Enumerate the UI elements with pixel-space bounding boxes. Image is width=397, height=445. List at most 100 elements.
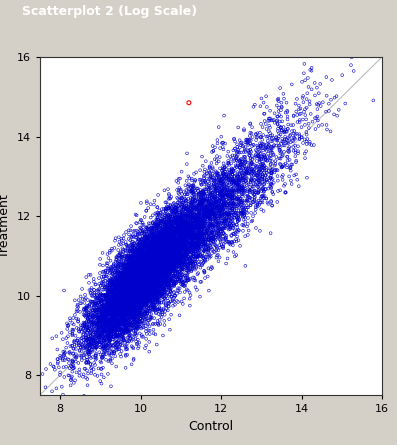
Point (169, 275, 175, 282)
Point (218, 204, 225, 211)
Point (153, 238, 159, 245)
Point (124, 301, 130, 308)
Point (198, 222, 204, 229)
Point (148, 275, 154, 283)
Point (157, 255, 164, 262)
Point (78, 299, 85, 307)
Point (173, 245, 179, 252)
Point (133, 319, 139, 326)
Point (243, 178, 249, 185)
Point (125, 272, 132, 279)
Point (180, 213, 187, 220)
Point (156, 240, 162, 247)
Point (262, 163, 268, 170)
Point (229, 152, 236, 159)
Point (149, 271, 155, 279)
Point (132, 303, 138, 310)
Point (135, 297, 141, 304)
Point (217, 207, 224, 214)
Point (203, 198, 210, 206)
Point (129, 292, 135, 299)
Point (158, 255, 165, 262)
Point (69, 373, 75, 380)
Point (87, 336, 93, 344)
Point (116, 291, 122, 298)
Point (118, 302, 125, 309)
Point (131, 286, 138, 293)
Point (178, 227, 184, 235)
Point (155, 263, 162, 271)
Point (137, 287, 144, 294)
Point (134, 281, 140, 288)
Point (131, 276, 137, 283)
Point (100, 312, 107, 319)
Point (182, 222, 188, 230)
Point (114, 311, 121, 318)
Point (228, 168, 235, 175)
Point (122, 298, 128, 305)
Point (153, 270, 159, 277)
Point (132, 282, 139, 289)
Point (268, 155, 274, 162)
Point (154, 241, 160, 248)
Point (101, 318, 108, 325)
Point (161, 267, 168, 274)
Point (112, 279, 118, 286)
Point (208, 214, 214, 222)
Point (121, 286, 128, 293)
Point (165, 258, 172, 265)
Point (65, 333, 71, 340)
Point (219, 193, 225, 200)
Point (164, 231, 171, 238)
Point (158, 254, 164, 261)
Point (127, 253, 133, 260)
Point (221, 175, 227, 182)
Point (160, 251, 167, 258)
Point (175, 235, 181, 242)
Point (183, 202, 189, 209)
Point (145, 297, 151, 304)
Point (137, 251, 143, 259)
Point (226, 210, 233, 218)
Point (146, 327, 153, 334)
Point (195, 185, 201, 192)
Point (214, 179, 220, 186)
Point (174, 231, 181, 239)
Point (117, 294, 123, 301)
Point (225, 194, 232, 202)
Point (176, 236, 182, 243)
Point (109, 320, 116, 328)
Point (177, 276, 183, 283)
Point (123, 293, 130, 300)
Point (188, 231, 195, 238)
Point (127, 304, 133, 311)
Point (131, 278, 137, 285)
Point (226, 173, 232, 180)
Point (133, 231, 139, 238)
Point (151, 261, 158, 268)
Point (187, 275, 193, 282)
Point (138, 217, 145, 224)
Point (126, 294, 133, 301)
Point (147, 249, 154, 256)
Point (128, 280, 134, 287)
Point (102, 314, 108, 321)
Point (92, 361, 98, 368)
Point (119, 254, 125, 261)
Point (120, 288, 126, 295)
Point (206, 236, 212, 243)
Point (174, 245, 180, 252)
Point (155, 260, 161, 267)
Point (159, 261, 165, 268)
Point (138, 292, 144, 299)
Point (138, 292, 145, 299)
Point (231, 189, 237, 196)
Point (199, 153, 205, 160)
Point (108, 298, 114, 305)
Point (125, 268, 132, 275)
Point (127, 289, 134, 296)
Point (129, 308, 135, 316)
Point (170, 241, 176, 248)
Point (107, 298, 113, 305)
Point (127, 288, 133, 295)
